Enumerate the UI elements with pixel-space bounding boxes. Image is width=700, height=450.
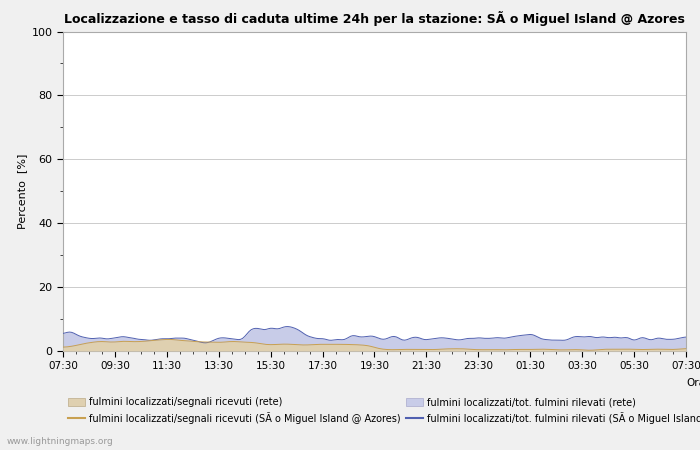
Text: Orario: Orario <box>686 378 700 388</box>
Legend: fulmini localizzati/segnali ricevuti (rete), fulmini localizzati/segnali ricevut: fulmini localizzati/segnali ricevuti (re… <box>68 397 700 424</box>
Y-axis label: Percento  [%]: Percento [%] <box>18 153 27 229</box>
Title: Localizzazione e tasso di caduta ultime 24h per la stazione: SÃ o Miguel Island : Localizzazione e tasso di caduta ultime … <box>64 11 685 26</box>
Text: www.lightningmaps.org: www.lightningmaps.org <box>7 436 113 446</box>
